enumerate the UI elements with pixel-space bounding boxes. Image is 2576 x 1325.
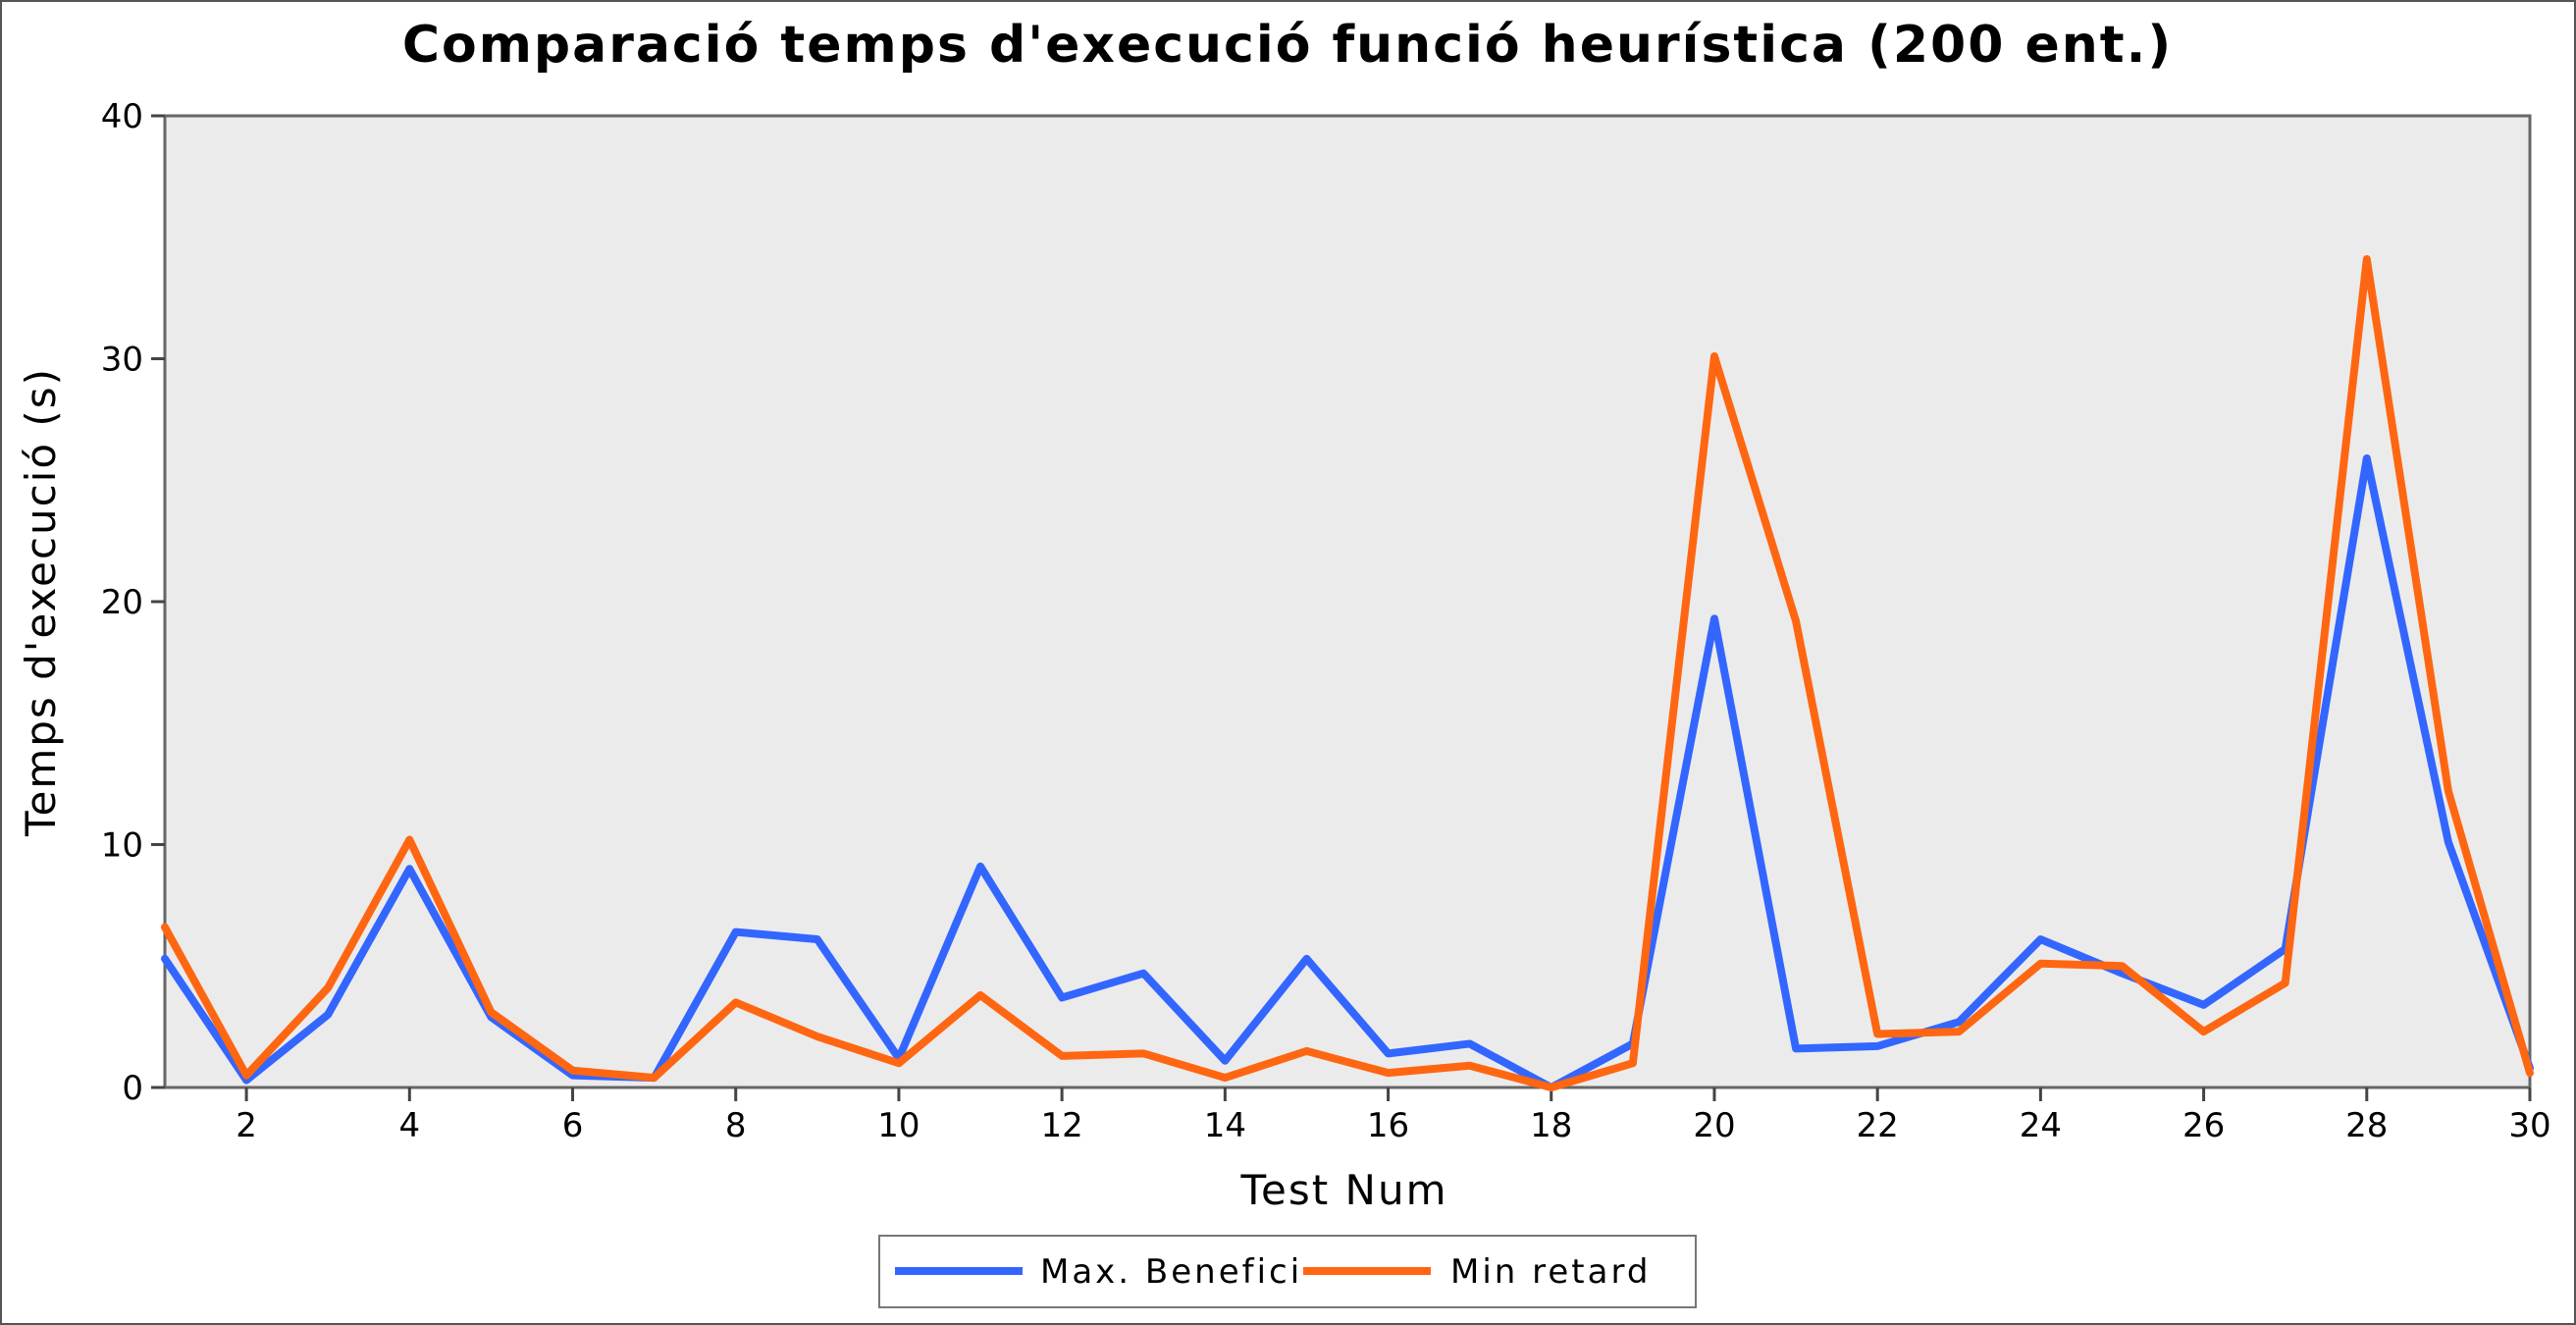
series-layer <box>161 255 2534 1091</box>
x-tick-label: 30 <box>2508 1106 2550 1145</box>
x-tick-label: 8 <box>725 1106 747 1145</box>
x-axis-label: Test Num <box>1239 1166 1447 1214</box>
x-tick-label: 16 <box>1367 1106 1409 1145</box>
y-tick-label: 20 <box>101 583 143 622</box>
y-axis: 0 10 20 30 40 <box>101 97 165 1108</box>
x-tick-label: 22 <box>1857 1106 1899 1145</box>
legend: Max. Benefici Min retard <box>878 1235 1697 1308</box>
x-tick-label: 14 <box>1204 1106 1246 1145</box>
x-tick-label: 20 <box>1693 1106 1735 1145</box>
x-tick-label: 4 <box>398 1106 420 1145</box>
x-tick-label: 26 <box>2182 1106 2225 1145</box>
y-axis-label: Temps d'execució (s) <box>17 367 65 837</box>
legend-label-max-benefici: Max. Benefici <box>1040 1252 1302 1292</box>
y-tick-label: 10 <box>101 826 143 866</box>
x-tick-label: 18 <box>1530 1106 1572 1145</box>
x-tick-label: 28 <box>2345 1106 2388 1145</box>
x-tick-label: 12 <box>1041 1106 1083 1145</box>
x-tick-label: 24 <box>2020 1106 2062 1145</box>
x-tick-label: 6 <box>562 1106 584 1145</box>
x-axis: 2 4 6 8 10 12 14 16 18 20 22 24 26 28 30 <box>236 1087 2551 1145</box>
y-tick-label: 0 <box>122 1069 143 1108</box>
x-tick-label: 10 <box>877 1106 920 1145</box>
x-tick-label: 2 <box>236 1106 257 1145</box>
series-line-min-retard <box>161 255 2534 1091</box>
y-tick-label: 40 <box>101 97 143 136</box>
legend-label-min-retard: Min retard <box>1450 1252 1651 1292</box>
y-tick-label: 30 <box>101 341 143 380</box>
plot-area <box>163 114 2532 1089</box>
chart-title: Comparació temps d'execució funció heurí… <box>402 16 2173 75</box>
